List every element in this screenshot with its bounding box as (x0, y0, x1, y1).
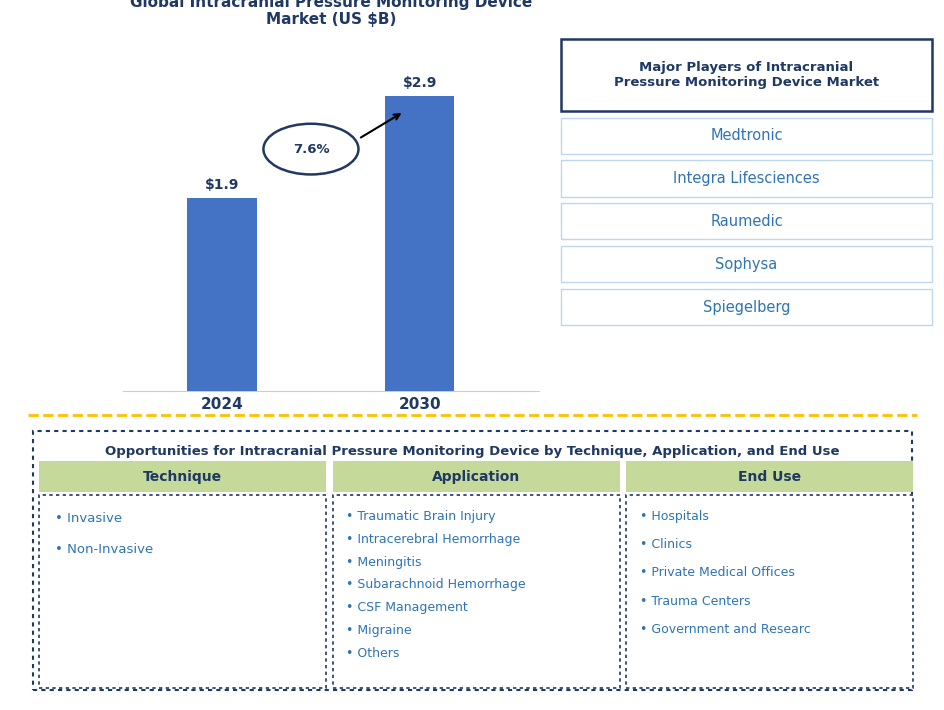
Text: • Meningitis: • Meningitis (346, 555, 421, 569)
FancyBboxPatch shape (626, 461, 912, 492)
FancyBboxPatch shape (33, 432, 911, 690)
FancyBboxPatch shape (561, 203, 931, 239)
FancyBboxPatch shape (39, 461, 326, 492)
Text: Spiegelberg: Spiegelberg (702, 300, 789, 315)
FancyBboxPatch shape (561, 289, 931, 325)
Text: • Clinics: • Clinics (639, 538, 691, 551)
Text: $2.9: $2.9 (402, 76, 436, 90)
Bar (385, 97, 454, 390)
Text: • Private Medical Offices: • Private Medical Offices (639, 567, 794, 579)
Text: Technique: Technique (143, 469, 222, 484)
Text: • Non-Invasive: • Non-Invasive (55, 543, 153, 557)
FancyBboxPatch shape (332, 461, 619, 492)
Text: • Invasive: • Invasive (55, 513, 122, 525)
FancyBboxPatch shape (626, 495, 912, 688)
FancyBboxPatch shape (39, 495, 326, 688)
Text: Medtronic: Medtronic (710, 128, 782, 143)
Text: • Hospitals: • Hospitals (639, 510, 708, 523)
Text: • Intracerebral Hemorrhage: • Intracerebral Hemorrhage (346, 532, 520, 545)
Title: Global Intracranial Pressure Monitoring Device
Market (US $B): Global Intracranial Pressure Monitoring … (129, 0, 531, 28)
Text: Opportunities for Intracranial Pressure Monitoring Device by Technique, Applicat: Opportunities for Intracranial Pressure … (105, 445, 839, 458)
Text: End Use: End Use (737, 469, 801, 484)
Text: • Migraine: • Migraine (346, 624, 412, 638)
Text: Source: Lucintel: Source: Lucintel (414, 430, 529, 443)
Bar (187, 198, 256, 391)
Text: 7.6%: 7.6% (293, 143, 329, 155)
FancyBboxPatch shape (561, 39, 931, 111)
Text: • Others: • Others (346, 648, 399, 660)
FancyBboxPatch shape (561, 118, 931, 153)
Text: • Subarachnoid Hemorrhage: • Subarachnoid Hemorrhage (346, 579, 526, 591)
Text: Application: Application (432, 469, 520, 484)
FancyBboxPatch shape (561, 246, 931, 283)
Text: • Trauma Centers: • Trauma Centers (639, 594, 750, 608)
Text: $1.9: $1.9 (205, 178, 239, 192)
Text: • CSF Management: • CSF Management (346, 601, 467, 614)
Ellipse shape (263, 124, 358, 175)
Text: Major Players of Intracranial
Pressure Monitoring Device Market: Major Players of Intracranial Pressure M… (614, 61, 878, 89)
Text: Raumedic: Raumedic (710, 214, 782, 229)
FancyBboxPatch shape (561, 160, 931, 197)
FancyBboxPatch shape (332, 495, 619, 688)
Text: Integra Lifesciences: Integra Lifesciences (672, 171, 819, 186)
Text: • Government and Researc: • Government and Researc (639, 623, 809, 636)
Text: • Traumatic Brain Injury: • Traumatic Brain Injury (346, 510, 496, 523)
Text: Sophysa: Sophysa (715, 257, 777, 272)
